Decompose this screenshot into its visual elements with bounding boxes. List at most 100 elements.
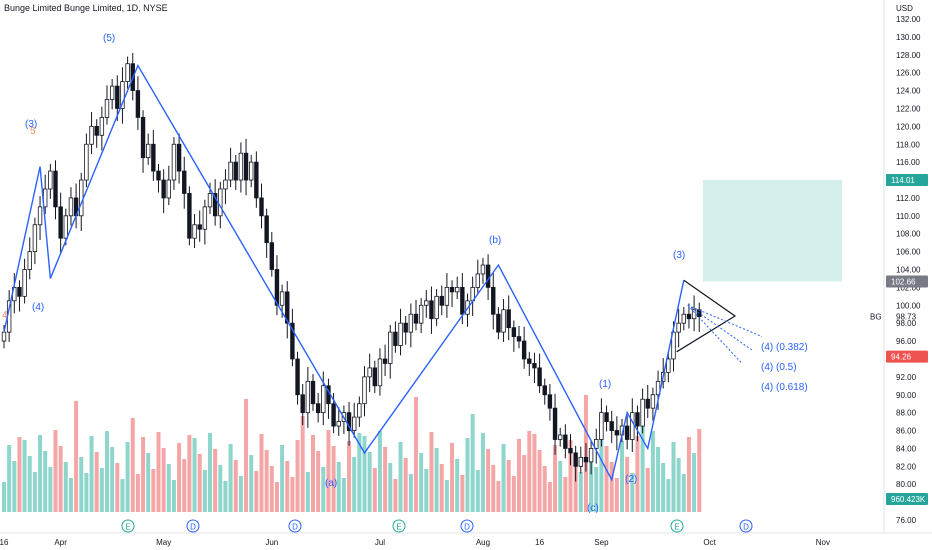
candle[interactable] — [527, 358, 532, 364]
candle[interactable] — [454, 286, 460, 293]
candle[interactable] — [357, 403, 362, 418]
candle[interactable] — [295, 358, 300, 396]
dividend-marker-icon[interactable]: D — [739, 519, 753, 533]
candle[interactable] — [676, 322, 681, 333]
candle[interactable] — [120, 81, 125, 109]
candle[interactable] — [444, 286, 450, 306]
candle[interactable] — [424, 300, 429, 306]
candle[interactable] — [182, 170, 187, 194]
dividend-marker-icon[interactable]: D — [186, 519, 200, 533]
candle[interactable] — [228, 161, 233, 181]
candle[interactable] — [269, 242, 274, 270]
candle[interactable] — [413, 313, 419, 324]
candle[interactable] — [501, 309, 506, 333]
candle[interactable] — [135, 90, 141, 118]
candle[interactable] — [1, 331, 7, 342]
candle[interactable] — [532, 363, 537, 369]
candle[interactable] — [248, 161, 254, 181]
candle[interactable] — [655, 380, 661, 396]
triangle-pattern[interactable] — [676, 279, 737, 353]
candle[interactable] — [547, 394, 553, 409]
candle[interactable] — [624, 425, 630, 440]
candle[interactable] — [496, 313, 501, 333]
candle[interactable] — [192, 224, 197, 239]
candle[interactable] — [511, 327, 517, 337]
candle[interactable] — [151, 143, 156, 172]
candle[interactable] — [588, 448, 594, 463]
candle[interactable] — [635, 412, 640, 427]
candle[interactable] — [84, 143, 89, 181]
candle[interactable] — [254, 161, 259, 199]
candle[interactable] — [32, 224, 38, 253]
candle[interactable] — [285, 291, 290, 324]
earnings-marker-icon[interactable]: E — [392, 519, 406, 533]
candle[interactable] — [516, 336, 522, 342]
earnings-marker-icon[interactable]: E — [670, 519, 684, 533]
candle[interactable] — [99, 117, 105, 136]
candle[interactable] — [372, 367, 377, 387]
candle[interactable] — [475, 273, 480, 288]
candle[interactable] — [563, 434, 568, 449]
candle[interactable] — [238, 152, 244, 181]
candle[interactable] — [367, 367, 372, 378]
candle[interactable] — [264, 215, 269, 244]
candle[interactable] — [573, 452, 578, 467]
candle[interactable] — [94, 125, 99, 136]
candle[interactable] — [331, 403, 336, 427]
candle[interactable] — [212, 193, 218, 217]
price-axis[interactable] — [884, 0, 932, 550]
candle[interactable] — [89, 125, 94, 145]
candle[interactable] — [53, 170, 58, 208]
candle[interactable] — [521, 340, 527, 360]
candle[interactable] — [408, 313, 414, 333]
candle[interactable] — [578, 456, 583, 467]
candle[interactable] — [140, 117, 146, 159]
candle[interactable] — [243, 152, 249, 181]
candle[interactable] — [558, 434, 563, 440]
earnings-marker-icon[interactable]: E — [121, 519, 135, 533]
candle[interactable] — [104, 99, 110, 118]
candle[interactable] — [491, 286, 496, 315]
candle[interactable] — [671, 331, 676, 360]
candle[interactable] — [145, 143, 151, 159]
candle[interactable] — [290, 322, 295, 360]
candle[interactable] — [259, 197, 264, 217]
candle[interactable] — [315, 403, 321, 414]
candle[interactable] — [115, 85, 120, 109]
candle[interactable] — [109, 85, 115, 100]
candle[interactable] — [537, 367, 542, 387]
candle[interactable] — [321, 385, 326, 414]
candle[interactable] — [125, 63, 130, 83]
candle[interactable] — [506, 309, 511, 329]
candle[interactable] — [604, 412, 609, 422]
candle[interactable] — [382, 358, 388, 364]
candle[interactable] — [429, 300, 434, 320]
candle[interactable] — [485, 264, 491, 288]
candle[interactable] — [68, 197, 74, 217]
candle[interactable] — [48, 170, 53, 190]
candle[interactable] — [300, 394, 305, 414]
dividend-marker-icon[interactable]: D — [460, 519, 474, 533]
candle[interactable] — [583, 456, 589, 463]
candle[interactable] — [310, 380, 316, 405]
candle[interactable] — [22, 269, 27, 297]
candle[interactable] — [274, 269, 280, 306]
candle[interactable] — [480, 264, 486, 275]
candle[interactable] — [398, 322, 403, 346]
candle[interactable] — [161, 179, 166, 199]
candle[interactable] — [640, 398, 645, 427]
candle[interactable] — [666, 358, 671, 373]
candle[interactable] — [17, 286, 22, 297]
candle[interactable] — [418, 304, 424, 324]
candle[interactable] — [377, 358, 383, 387]
target-zone[interactable] — [703, 179, 842, 282]
candle[interactable] — [594, 439, 599, 449]
candle[interactable] — [650, 394, 656, 409]
candle[interactable] — [336, 421, 341, 427]
candle[interactable] — [171, 143, 177, 181]
candle[interactable] — [599, 412, 604, 440]
candle[interactable] — [58, 206, 63, 239]
candle[interactable] — [403, 322, 408, 333]
candle[interactable] — [233, 161, 238, 181]
candle[interactable] — [166, 179, 171, 199]
